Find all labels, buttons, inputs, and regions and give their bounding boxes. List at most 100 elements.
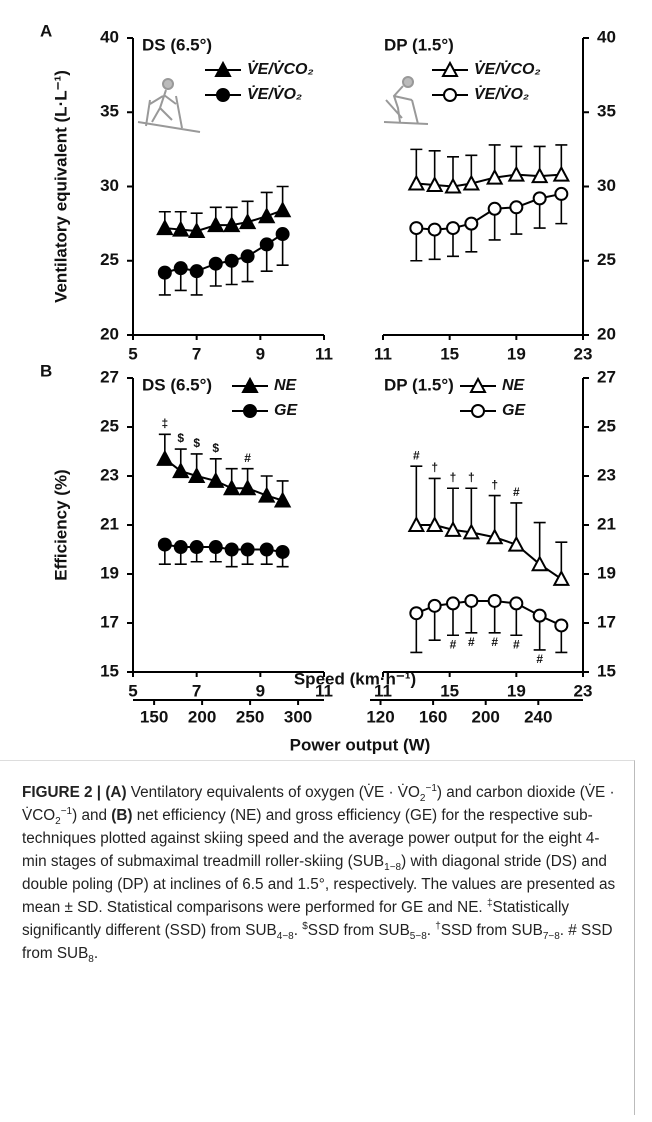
y-axis-label: Ventilatory equivalent (L·L⁻¹) (51, 70, 70, 303)
legend-label: GE (274, 402, 298, 419)
legend-label: V̇E/V̇CO₂ (247, 60, 314, 78)
caption-text: −1 (60, 805, 73, 817)
caption-text: . (426, 922, 436, 939)
x-tick-label: 23 (574, 681, 593, 700)
y-tick-label: 20 (597, 324, 616, 343)
y-tick-label: 17 (100, 612, 119, 631)
data-point (173, 540, 188, 555)
panel-label: B (40, 361, 52, 380)
x-tick-label: 11 (374, 681, 392, 700)
data-point (464, 216, 479, 231)
x-tick-label: 15 (440, 681, 459, 700)
data-point (258, 486, 276, 503)
data-point (187, 221, 206, 239)
x-tick-label: 19 (507, 681, 526, 700)
caption-text: ) and (72, 807, 112, 824)
caption-text: ) with diagonal stride (DS) and double p… (22, 853, 616, 916)
data-point (507, 165, 526, 182)
caption: FIGURE 2 | (A) Ventilatory equivalents o… (22, 781, 620, 965)
caption-text: SSD from SUB (440, 922, 543, 939)
caption-text: 1−8 (384, 862, 402, 874)
panel-title: DP (1.5°) (384, 35, 454, 54)
data-point (407, 174, 426, 191)
significance-mark: # (413, 448, 420, 462)
data-point (224, 542, 239, 557)
data-point (173, 261, 188, 276)
caption-text: 8 (88, 954, 94, 966)
data-point (485, 528, 504, 545)
legend-label: NE (502, 377, 526, 394)
x-tick-label: 11 (315, 681, 333, 700)
x-tick-label: 7 (192, 344, 201, 363)
y-tick-label: 27 (100, 367, 119, 386)
data-point (427, 598, 442, 613)
data-point (444, 177, 462, 194)
data-point (464, 593, 479, 608)
x-tick-label: 9 (256, 344, 265, 363)
significance-mark: $ (212, 441, 219, 455)
y-tick-label: 21 (597, 514, 616, 533)
y-axis-label: Efficiency (%) (51, 469, 70, 580)
y-tick-label: 30 (597, 176, 616, 195)
x-tick-label: 15 (440, 344, 459, 363)
data-point (425, 175, 444, 193)
legend-marker (443, 88, 457, 102)
data-point (240, 249, 255, 264)
caption-text: net efficiency (NE) and gross efficiency… (22, 807, 600, 870)
data-point (224, 253, 239, 268)
data-point (554, 618, 569, 633)
caption-text: SSD from SUB (307, 922, 410, 939)
caption-text: 5−8 (409, 931, 427, 943)
x-tick-label: 200 (472, 707, 500, 726)
y-tick-label: 40 (100, 27, 119, 46)
significance-mark: † (450, 470, 457, 484)
significance-mark: # (244, 451, 251, 465)
panel-title: DP (1.5°) (384, 375, 454, 394)
legend-marker (441, 60, 459, 77)
significance-mark: # (450, 637, 457, 651)
caption-text: Ventilatory equivalents of oxygen (V̇E ·… (126, 784, 420, 801)
x-axis-label: Speed (km·h⁻¹) (294, 669, 416, 688)
data-point (409, 221, 424, 236)
significance-mark: # (513, 637, 520, 651)
data-point (446, 221, 460, 236)
data-point (172, 461, 190, 479)
legend-label: V̇E/V̇CO₂ (474, 60, 541, 78)
data-point (223, 479, 241, 496)
x-tick-label: 300 (284, 707, 312, 726)
x-tick-label: 11 (374, 344, 392, 363)
caption-text: (B) (111, 807, 133, 824)
y-tick-label: 40 (597, 27, 616, 46)
data-point (462, 523, 481, 540)
significance-mark: # (513, 485, 520, 499)
data-point (208, 540, 223, 555)
significance-mark: ‡ (161, 417, 168, 431)
panel-title: DS (6.5°) (142, 35, 212, 54)
data-point (259, 542, 274, 557)
significance-mark: # (468, 635, 475, 649)
data-point (409, 606, 424, 621)
y-tick-label: 25 (100, 250, 119, 269)
x-tick-label: 23 (574, 344, 593, 363)
data-point (530, 166, 549, 184)
significance-mark: # (491, 635, 498, 649)
dp-skier-icon (383, 76, 429, 125)
y-tick-label: 25 (597, 416, 616, 435)
figure: 5 7 9 11 20 25 30 35 40 A DS (6.5°) Ventilatory equ… (40, 21, 616, 754)
y-tick-label: 23 (597, 465, 616, 484)
caption-text: 2 (419, 793, 426, 805)
y-tick-label: 35 (597, 102, 616, 121)
data-point (446, 596, 460, 611)
x-tick-label: 150 (140, 707, 168, 726)
data-point (157, 537, 172, 552)
data-point (509, 200, 524, 215)
x-tick-label: 160 (419, 707, 447, 726)
legend-marker (471, 404, 485, 418)
data-point (462, 174, 481, 191)
data-point (552, 165, 571, 182)
x-axis-label: Power output (W) (290, 735, 431, 754)
data-point (532, 608, 547, 623)
legend-marker (469, 376, 487, 393)
y-tick-label: 19 (597, 563, 616, 582)
